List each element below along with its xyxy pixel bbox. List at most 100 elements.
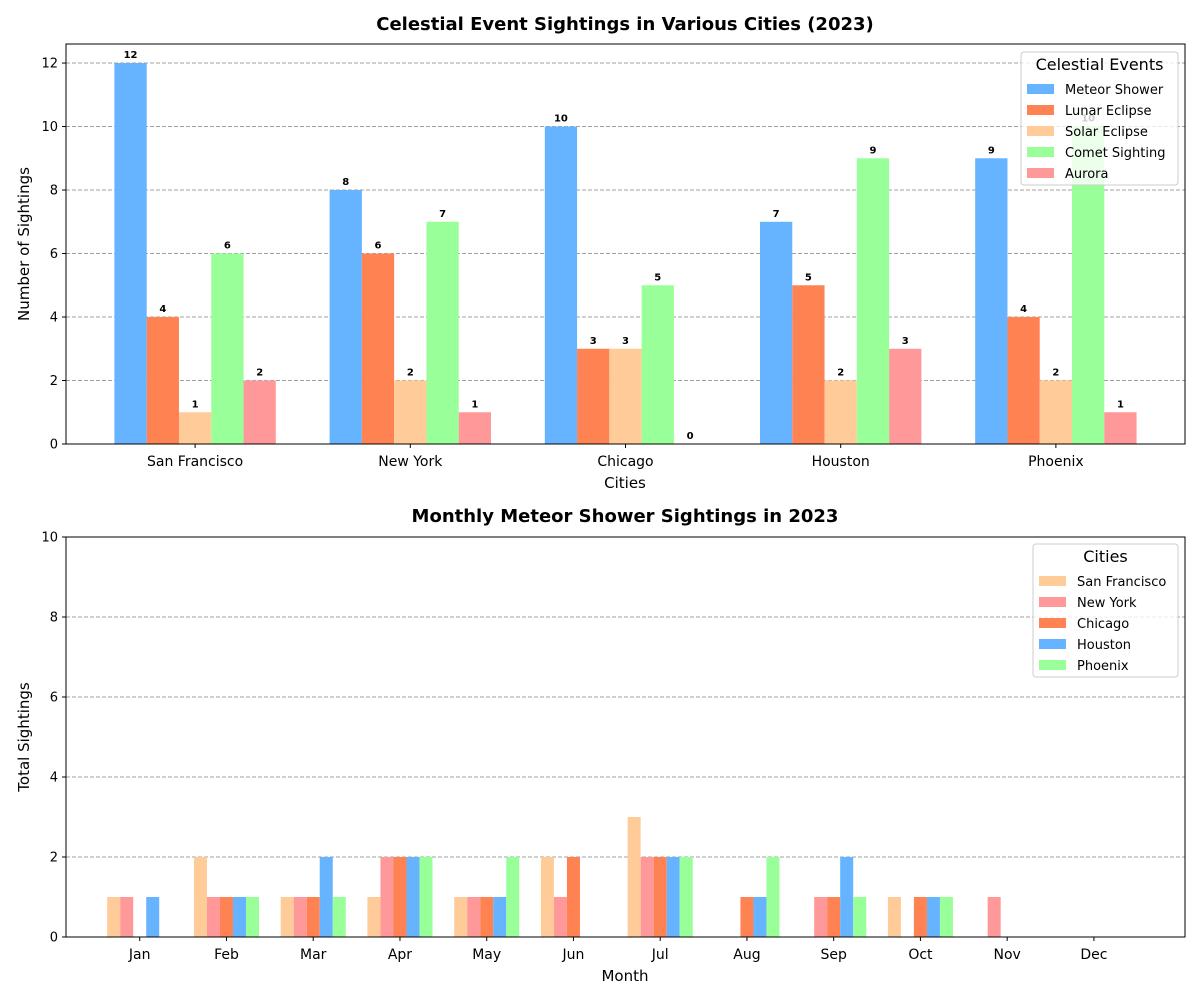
bar bbox=[329, 190, 362, 444]
bar bbox=[293, 897, 307, 937]
bar bbox=[975, 158, 1008, 445]
y-tick-label: 4 bbox=[50, 771, 58, 786]
legend-item-label: New York bbox=[1077, 596, 1137, 611]
bar bbox=[666, 857, 680, 937]
bar bbox=[458, 412, 492, 444]
bar bbox=[814, 897, 828, 937]
bar bbox=[913, 897, 927, 937]
data-label: 12 bbox=[124, 50, 138, 61]
bar bbox=[740, 897, 754, 937]
bar bbox=[419, 857, 433, 937]
chart-celestial-events: Celestial Event Sightings in Various Cit… bbox=[15, 14, 1186, 492]
x-tick-label: Phoenix bbox=[1028, 454, 1084, 470]
bar bbox=[753, 897, 767, 937]
bar bbox=[332, 897, 346, 937]
bar bbox=[211, 253, 244, 444]
bar bbox=[454, 897, 468, 937]
bar bbox=[887, 897, 901, 937]
bar bbox=[232, 897, 246, 937]
legend-swatch bbox=[1039, 618, 1066, 628]
legend-box bbox=[1032, 543, 1179, 678]
y-tick-label: 2 bbox=[50, 851, 58, 866]
bar bbox=[640, 857, 654, 937]
data-label: 10 bbox=[554, 114, 568, 125]
bar bbox=[653, 857, 667, 937]
y-tick-label: 6 bbox=[50, 691, 58, 706]
data-label: 6 bbox=[224, 241, 231, 252]
bar bbox=[219, 897, 233, 937]
data-label: 2 bbox=[1052, 368, 1059, 379]
bar bbox=[120, 897, 134, 937]
bar bbox=[1039, 380, 1073, 444]
x-tick-label: New York bbox=[378, 454, 443, 470]
x-tick-label: Mar bbox=[300, 947, 327, 963]
legend-item-label: San Francisco bbox=[1077, 575, 1166, 590]
y-gridlines bbox=[66, 616, 1185, 858]
bar bbox=[193, 857, 207, 937]
x-tick-label: Chicago bbox=[597, 454, 653, 470]
bar-group bbox=[114, 63, 1137, 445]
bar bbox=[627, 817, 641, 937]
bar bbox=[493, 897, 507, 937]
bar bbox=[146, 317, 179, 444]
bar bbox=[361, 253, 395, 444]
legend-swatch bbox=[1039, 660, 1066, 670]
bar bbox=[480, 897, 494, 937]
bar bbox=[824, 380, 857, 444]
legend-item-label: Solar Eclipse bbox=[1065, 125, 1148, 140]
data-label: 9 bbox=[869, 145, 876, 156]
legend-swatch bbox=[1039, 639, 1066, 649]
legend-item-label: Meteor Shower bbox=[1065, 83, 1164, 98]
legend-item-label: Comet Sighting bbox=[1065, 146, 1165, 161]
y-axis-ticks: 0 2 4 6 8 10 bbox=[41, 531, 66, 946]
y-tick-label: 0 bbox=[50, 438, 58, 453]
data-label: 2 bbox=[837, 368, 844, 379]
bar bbox=[987, 897, 1001, 937]
chart-title: Celestial Event Sightings in Various Cit… bbox=[376, 14, 874, 35]
x-tick-label: Apr bbox=[388, 947, 412, 963]
bar bbox=[889, 348, 922, 444]
legend-swatch bbox=[1039, 597, 1066, 607]
legend-item-label: Phoenix bbox=[1077, 659, 1129, 674]
legend-swatch bbox=[1027, 105, 1054, 115]
bar bbox=[853, 897, 867, 937]
y-axis-ticks: 0 2 4 6 8 10 12 bbox=[41, 57, 66, 453]
data-label: 3 bbox=[902, 336, 909, 347]
bar bbox=[467, 897, 481, 937]
bar bbox=[146, 897, 160, 937]
x-axis-ticks: Jan Feb Mar Apr May Jun Jul Aug Sep Oct Nov Dec bbox=[128, 937, 1107, 963]
data-label: 1 bbox=[1117, 399, 1124, 410]
data-label: 7 bbox=[773, 209, 780, 220]
x-tick-label: Feb bbox=[214, 947, 239, 963]
data-label: 2 bbox=[407, 368, 414, 379]
chart-monthly-meteor: Monthly Meteor Shower Sightings in 2023 … bbox=[15, 506, 1186, 985]
bar bbox=[827, 897, 841, 937]
bar bbox=[553, 897, 567, 937]
legend-swatch bbox=[1027, 168, 1054, 178]
y-tick-label: 8 bbox=[50, 611, 58, 626]
x-axis-ticks: San Francisco New York Chicago Houston Phoen… bbox=[147, 444, 1084, 470]
y-axis-label: Number of Sightings bbox=[15, 167, 33, 321]
data-label: 5 bbox=[805, 272, 812, 283]
data-label: 3 bbox=[622, 336, 629, 347]
x-tick-label: Dec bbox=[1080, 947, 1107, 963]
data-labels: 1281079463541232267591021031 bbox=[124, 50, 1124, 442]
x-tick-label: May bbox=[472, 947, 501, 963]
bar bbox=[506, 857, 520, 937]
bar bbox=[107, 897, 121, 937]
y-tick-label: 0 bbox=[50, 931, 58, 946]
bar bbox=[840, 857, 854, 937]
bar bbox=[544, 126, 578, 445]
bar bbox=[792, 285, 825, 444]
x-tick-label: Jul bbox=[651, 947, 669, 963]
legend-item-label: Aurora bbox=[1065, 167, 1108, 182]
y-tick-label: 8 bbox=[50, 184, 58, 199]
bar bbox=[1007, 317, 1040, 444]
legend: Celestial Events Meteor Shower Lunar Eclip… bbox=[1020, 51, 1179, 186]
x-tick-label: Oct bbox=[908, 947, 933, 963]
bar-group bbox=[107, 817, 1001, 937]
legend-swatch bbox=[1027, 147, 1054, 157]
bar bbox=[679, 857, 693, 937]
bar bbox=[939, 897, 953, 937]
bar bbox=[856, 158, 890, 445]
